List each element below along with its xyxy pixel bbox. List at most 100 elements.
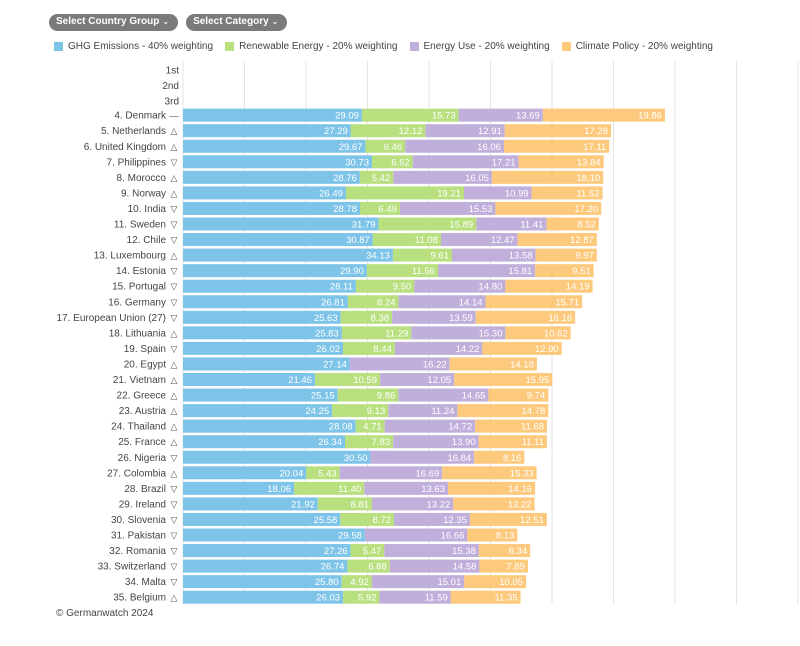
data-label-ghg: 25.63 bbox=[314, 313, 338, 324]
bar-segment-energy-use bbox=[393, 170, 492, 184]
bar-segment-renewable bbox=[343, 341, 395, 355]
trend-up-icon: △ bbox=[171, 173, 178, 183]
data-label-climate-policy: 8.34 bbox=[509, 546, 528, 557]
data-label-ghg: 20.04 bbox=[279, 468, 303, 479]
data-label-climate-policy: 11.35 bbox=[494, 593, 517, 604]
data-label-ghg: 34.13 bbox=[366, 251, 390, 262]
bar-segment-climate-policy bbox=[449, 357, 537, 371]
data-label-energy-use: 14.22 bbox=[456, 344, 480, 355]
data-label-energy-use: 12.47 bbox=[491, 235, 515, 246]
bar-segment-ghg bbox=[183, 388, 338, 402]
data-label-renewable: 6.88 bbox=[368, 562, 387, 573]
bar-segment-climate-policy bbox=[503, 139, 610, 153]
data-label-ghg: 25.83 bbox=[315, 328, 339, 339]
data-label-climate-policy: 7.89 bbox=[506, 562, 525, 573]
data-label-renewable: 8.81 bbox=[350, 499, 369, 510]
bar-segment-ghg bbox=[183, 528, 365, 542]
data-label-ghg: 26.34 bbox=[318, 437, 342, 448]
select-category-label: Select Category bbox=[193, 16, 269, 27]
bar-segment-energy-use bbox=[405, 139, 504, 153]
data-label-energy-use: 13.58 bbox=[509, 251, 533, 262]
legend-item-renewable[interactable]: Renewable Energy - 20% weighting bbox=[225, 41, 398, 52]
trend-up-icon: △ bbox=[171, 422, 178, 432]
country-label: 15. Portugal bbox=[112, 282, 166, 293]
country-label: 27. Colombia bbox=[107, 468, 166, 479]
trend-down-icon: ▽ bbox=[171, 313, 178, 323]
bar-segment-ghg bbox=[183, 497, 318, 511]
data-label-climate-policy: 12.51 bbox=[520, 515, 544, 526]
bar-segment-renewable bbox=[359, 170, 394, 184]
data-label-ghg: 25.80 bbox=[315, 577, 339, 588]
country-label: 32. Romania bbox=[109, 546, 166, 557]
bar-segment-energy-use bbox=[389, 559, 480, 573]
bar-segment-energy-use bbox=[440, 233, 518, 247]
bar-segment-renewable bbox=[365, 139, 406, 153]
bar-segment-ghg bbox=[183, 217, 379, 231]
trend-none-icon: — bbox=[170, 111, 179, 121]
select-country-group-button[interactable]: Select Country Group ⌄ bbox=[49, 14, 179, 31]
bar-segment-climate-policy bbox=[448, 481, 536, 495]
data-label-climate-policy: 14.19 bbox=[566, 282, 590, 293]
data-label-energy-use: 13.69 bbox=[516, 111, 540, 122]
data-label-ghg: 28.76 bbox=[333, 173, 357, 184]
bar-segment-renewable bbox=[372, 233, 441, 247]
legend-item-ghg[interactable]: GHG Emissions - 40% weighting bbox=[54, 41, 213, 52]
data-label-ghg: 25.58 bbox=[314, 515, 338, 526]
data-label-energy-use: 16.66 bbox=[441, 531, 465, 542]
chevron-down-icon: ⌄ bbox=[162, 17, 170, 26]
bar-segment-climate-policy bbox=[479, 559, 528, 573]
data-label-energy-use: 16.05 bbox=[465, 173, 489, 184]
bar-segment-energy-use bbox=[370, 450, 475, 464]
country-label: 22. Greece bbox=[117, 391, 167, 402]
data-label-energy-use: 15.30 bbox=[479, 328, 503, 339]
bar-segment-energy-use bbox=[394, 341, 483, 355]
data-label-climate-policy: 14.16 bbox=[508, 484, 532, 495]
bar-segment-renewable bbox=[317, 497, 372, 511]
data-label-renewable: 8.72 bbox=[372, 515, 391, 526]
data-label-renewable: 11.40 bbox=[338, 484, 361, 495]
bar-segment-ghg bbox=[183, 279, 356, 293]
data-label-ghg: 29.09 bbox=[335, 111, 359, 122]
select-category-button[interactable]: Select Category ⌄ bbox=[186, 14, 288, 31]
legend-swatch-renewable bbox=[225, 42, 235, 51]
data-label-ghg: 31.79 bbox=[352, 220, 376, 231]
legend-label-energy-use: Energy Use - 20% weighting bbox=[423, 41, 550, 52]
bar-segment-climate-policy bbox=[478, 544, 531, 558]
data-label-climate-policy: 17.20 bbox=[574, 204, 598, 215]
bar-segment-energy-use bbox=[476, 217, 547, 231]
bar-segment-energy-use bbox=[437, 264, 536, 278]
bar-segment-climate-policy bbox=[518, 155, 604, 169]
bar-segment-climate-policy bbox=[442, 466, 537, 480]
data-label-ghg: 28.11 bbox=[330, 282, 353, 293]
trend-down-icon: ▽ bbox=[171, 235, 178, 245]
bar-segment-climate-policy bbox=[469, 512, 547, 526]
legend-item-climate-policy[interactable]: Climate Policy - 20% weighting bbox=[561, 41, 713, 52]
data-label-energy-use: 12.05 bbox=[427, 375, 451, 386]
data-label-renewable: 9.13 bbox=[367, 406, 386, 417]
trend-up-icon: △ bbox=[171, 375, 178, 385]
data-label-climate-policy: 16.16 bbox=[548, 313, 572, 324]
bar-segment-ghg bbox=[183, 124, 351, 138]
data-label-energy-use: 14.72 bbox=[448, 422, 472, 433]
data-label-energy-use: 11.59 bbox=[425, 593, 448, 604]
data-label-climate-policy: 15.33 bbox=[510, 468, 534, 479]
bar-segment-ghg bbox=[183, 233, 373, 247]
bar-segment-energy-use bbox=[388, 404, 458, 418]
data-label-climate-policy: 15.95 bbox=[526, 375, 550, 386]
bar-segment-energy-use bbox=[392, 310, 476, 324]
country-label: 5. Netherlands bbox=[101, 126, 166, 137]
data-label-climate-policy: 9.74 bbox=[527, 391, 546, 402]
data-label-renewable: 4.92 bbox=[350, 577, 369, 588]
data-label-ghg: 25.15 bbox=[311, 391, 335, 402]
empty-rank-label: 3rd bbox=[165, 96, 179, 107]
data-label-renewable: 8.38 bbox=[371, 313, 390, 324]
legend-item-energy-use[interactable]: Energy Use - 20% weighting bbox=[409, 41, 550, 52]
bar-segment-climate-policy bbox=[505, 326, 571, 340]
bar-segment-ghg bbox=[183, 512, 341, 526]
bar-segment-climate-policy bbox=[475, 310, 576, 324]
bar-segment-ghg bbox=[183, 466, 307, 480]
legend-label-renewable: Renewable Energy - 20% weighting bbox=[239, 41, 398, 52]
data-label-renewable: 5.92 bbox=[358, 593, 377, 604]
trend-down-icon: ▽ bbox=[171, 453, 178, 463]
bar-segment-ghg bbox=[183, 404, 333, 418]
